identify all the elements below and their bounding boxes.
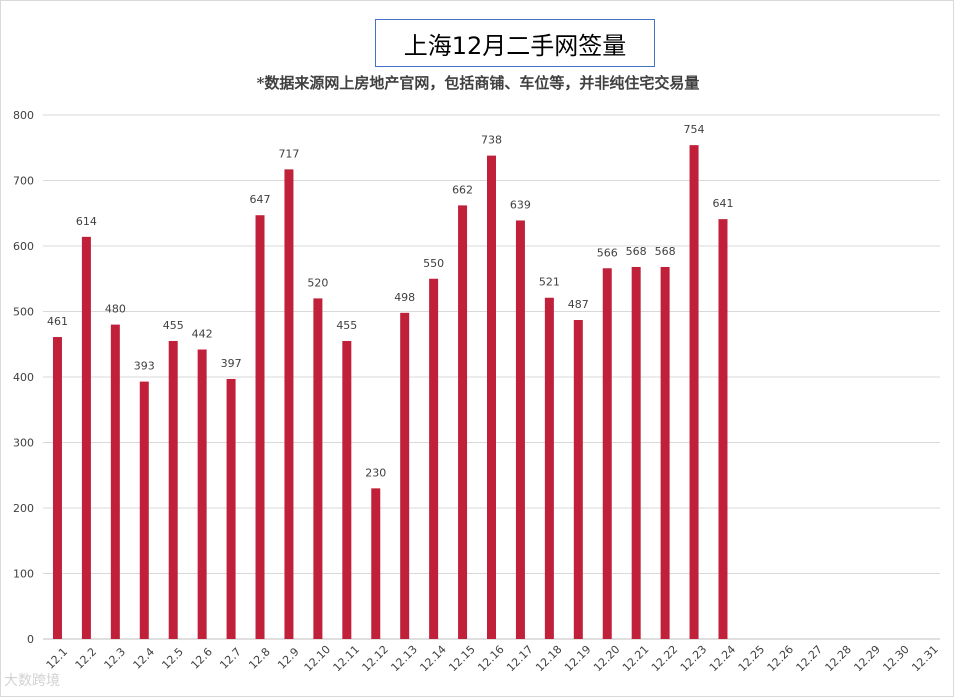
x-tick-label: 12.28 <box>823 643 854 674</box>
bar <box>168 340 178 639</box>
data-label: 230 <box>365 466 386 479</box>
data-label: 647 <box>250 193 271 206</box>
data-label: 480 <box>105 303 126 316</box>
x-tick-label: 12.1 <box>44 645 71 672</box>
bar <box>544 297 554 639</box>
bar <box>313 298 323 639</box>
bar <box>197 349 207 639</box>
x-tick-label: 12.27 <box>794 643 825 674</box>
data-label: 568 <box>626 245 647 258</box>
x-tick-label: 12.23 <box>678 643 709 674</box>
data-label: 566 <box>597 246 618 259</box>
data-label: 487 <box>568 298 589 311</box>
x-tick-label: 12.25 <box>736 643 767 674</box>
bar <box>139 381 149 639</box>
bar <box>371 488 381 639</box>
x-tick-label: 12.9 <box>275 645 302 672</box>
bar <box>226 378 236 639</box>
x-tick-label: 12.6 <box>188 645 215 672</box>
bar <box>110 324 120 639</box>
bar <box>52 337 62 639</box>
y-tick-label: 0 <box>27 633 34 646</box>
data-label: 641 <box>712 197 733 210</box>
watermark: 大数跨境 <box>4 673 60 689</box>
bar <box>631 266 641 639</box>
bar <box>255 215 265 639</box>
x-tick-label: 12.15 <box>446 643 477 674</box>
bar <box>689 145 699 639</box>
bar <box>342 340 352 639</box>
x-tick-label: 12.18 <box>533 643 564 674</box>
x-tick-label: 12.8 <box>246 645 273 672</box>
data-label: 614 <box>76 215 97 228</box>
x-tick-label: 12.14 <box>417 643 448 674</box>
x-tick-label: 12.31 <box>909 643 940 674</box>
y-tick-label: 100 <box>13 568 34 581</box>
data-label: 738 <box>481 134 502 147</box>
data-label: 461 <box>47 315 68 328</box>
data-label: 455 <box>336 319 357 332</box>
bar <box>718 219 728 639</box>
bar <box>487 155 496 640</box>
x-tick-label: 12.21 <box>620 643 651 674</box>
x-tick-label: 12.19 <box>562 643 593 674</box>
x-tick-label: 12.4 <box>131 645 158 672</box>
x-tick-label: 12.12 <box>360 643 391 674</box>
bar <box>81 236 91 639</box>
data-label: 442 <box>192 327 213 340</box>
data-label: 754 <box>684 123 705 136</box>
y-tick-label: 200 <box>13 502 34 515</box>
y-tick-label: 300 <box>13 437 34 450</box>
x-tick-label: 12.2 <box>73 645 100 672</box>
x-tick-label: 12.11 <box>331 643 362 674</box>
chart-subtitle: *数据来源网上房地产官网，包括商铺、车位等，并非纯住宅交易量 <box>256 74 700 92</box>
x-tick-label: 12.29 <box>851 643 882 674</box>
y-tick-label: 600 <box>13 240 34 253</box>
data-label: 521 <box>539 276 560 289</box>
bar <box>400 312 410 639</box>
x-tick-label: 12.26 <box>765 643 796 674</box>
x-tick-label: 12.7 <box>217 645 244 672</box>
x-tick-label: 12.30 <box>880 643 911 674</box>
data-label: 455 <box>163 319 184 332</box>
x-tick-label: 12.22 <box>649 643 680 674</box>
data-label: 397 <box>221 357 242 370</box>
bar <box>515 220 525 639</box>
y-tick-label: 800 <box>13 109 34 122</box>
data-label: 550 <box>423 257 444 270</box>
data-label: 393 <box>134 360 155 373</box>
bar <box>429 278 439 639</box>
bar <box>458 205 468 639</box>
x-tick-label: 12.24 <box>707 643 738 674</box>
bar <box>660 266 670 639</box>
x-tick-label: 12.5 <box>159 645 186 672</box>
chart-title: 上海12月二手网签量 <box>375 19 655 67</box>
data-label: 639 <box>510 198 531 211</box>
x-tick-label: 12.10 <box>302 643 333 674</box>
data-label: 717 <box>278 147 299 160</box>
x-tick-label: 12.13 <box>388 643 419 674</box>
x-tick-label: 12.3 <box>102 645 129 672</box>
data-label: 662 <box>452 183 473 196</box>
bar <box>284 169 294 640</box>
data-label: 520 <box>307 276 328 289</box>
y-tick-label: 500 <box>13 306 34 319</box>
y-tick-label: 400 <box>13 371 34 384</box>
bar <box>573 320 583 639</box>
x-tick-label: 12.20 <box>591 643 622 674</box>
data-label: 498 <box>394 291 415 304</box>
x-tick-label: 12.17 <box>504 643 535 674</box>
bar <box>602 268 612 639</box>
data-label: 568 <box>655 245 676 258</box>
x-tick-label: 12.16 <box>475 643 506 674</box>
y-tick-label: 700 <box>13 175 34 188</box>
